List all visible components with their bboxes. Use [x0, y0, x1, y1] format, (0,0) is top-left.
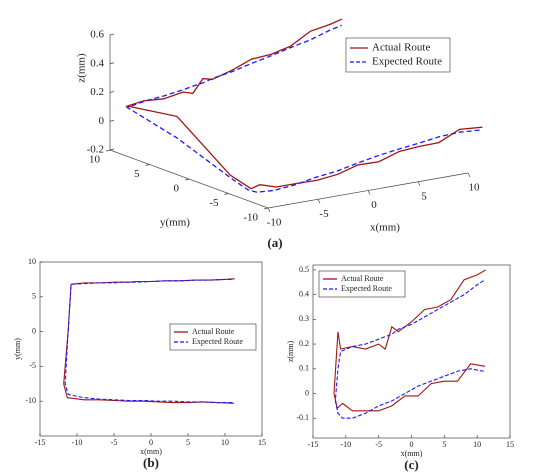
x-tick-label: 5 — [186, 438, 190, 447]
x-tick — [467, 172, 471, 178]
legend-label: Actual Route — [192, 327, 235, 336]
y-tick-label: 0.2 — [299, 339, 309, 348]
z-tick-label: -0.2 — [87, 144, 104, 156]
x-tick-label: -10 — [267, 217, 282, 229]
y-tick — [224, 193, 229, 195]
y-axis-label: y(mm) — [13, 338, 22, 360]
y-tick-label: -10 — [243, 212, 258, 224]
panel-label: (b) — [143, 455, 159, 470]
x-tick-label: 15 — [258, 438, 266, 447]
legend-box — [318, 270, 406, 298]
y-tick-label: 0 — [32, 326, 36, 335]
x-tick-label: 0 — [410, 440, 414, 449]
z-tick — [109, 91, 115, 93]
panel-label: (c) — [404, 457, 418, 472]
legend-label: Actual Route — [372, 42, 430, 54]
z-tick-label: 0.2 — [90, 86, 104, 98]
y-axis-label: y(mm) — [160, 217, 190, 229]
z-tick — [109, 33, 115, 36]
y-tick-label: -5 — [29, 361, 36, 370]
x-tick-label: -15 — [35, 438, 46, 447]
z-tick — [109, 119, 115, 122]
y-tick-label: -10 — [25, 396, 36, 405]
x-tick-label: -15 — [308, 440, 319, 449]
x-tick — [417, 181, 421, 186]
x-tick-label: -10 — [340, 440, 351, 449]
x-tick-label: 15 — [506, 440, 514, 449]
y-tick-label: 10 — [89, 154, 101, 166]
z-tick-label: 0 — [99, 115, 105, 127]
legend-label: Expected Route — [341, 284, 392, 293]
z-tick — [109, 62, 115, 65]
legend-label: Expected Route — [372, 56, 442, 68]
x-axis-label: x(mm) — [401, 449, 423, 458]
y-tick-label: 0.1 — [299, 364, 309, 373]
z-axis-label: z(mm) — [76, 53, 88, 83]
route-line — [334, 279, 486, 419]
y-tick-label: 0.4 — [299, 289, 309, 298]
legend-box — [169, 323, 257, 351]
x-axis-label: x(mm) — [140, 447, 162, 456]
z-tick-label: 0.4 — [90, 57, 104, 69]
route-line — [124, 18, 483, 190]
panel-label: (a) — [267, 235, 282, 250]
y-tick-label: 0 — [174, 183, 180, 195]
y-tick — [145, 164, 150, 166]
route-line — [125, 24, 480, 193]
x-tick-label: 10 — [469, 182, 481, 194]
y-tick-label: 5 — [134, 168, 140, 180]
z-tick — [109, 148, 115, 151]
x-tick-label: -10 — [72, 438, 83, 447]
x-tick — [367, 190, 371, 195]
y-tick-label: -5 — [209, 197, 219, 209]
x-tick — [317, 199, 321, 204]
x-tick-label: 10 — [221, 438, 229, 447]
z-tick-label: 0.6 — [90, 29, 104, 41]
legend-label: Actual Route — [341, 274, 384, 283]
x-axis-label: x(mm) — [370, 222, 400, 234]
x-tick-label: 0 — [149, 438, 153, 447]
x-tick-label: 0 — [371, 199, 377, 211]
x-tick-label: 5 — [442, 440, 446, 449]
y-tick — [105, 149, 111, 152]
y-tick — [184, 178, 190, 181]
y-tick-label: 5 — [32, 292, 36, 301]
route-line — [333, 269, 486, 412]
x-tick-label: -5 — [319, 208, 329, 220]
y-tick-label: 0.5 — [299, 265, 309, 274]
y-tick-label: 10 — [28, 257, 36, 266]
y-tick-label: 0 — [305, 388, 309, 397]
route-line — [64, 278, 234, 404]
x-tick — [267, 207, 271, 213]
legend-label: Expected Route — [192, 337, 243, 346]
y-tick-label: -0.1 — [296, 413, 309, 422]
y-axis-label: z(mm) — [286, 341, 295, 363]
y-tick-label: 0.3 — [299, 314, 309, 323]
y-tick — [263, 207, 269, 210]
x-tick-label: 5 — [421, 190, 427, 202]
legend-box — [345, 37, 451, 73]
x-tick-label: -5 — [375, 440, 382, 449]
x-tick-label: -5 — [111, 438, 118, 447]
x-tick-label: 10 — [473, 440, 481, 449]
